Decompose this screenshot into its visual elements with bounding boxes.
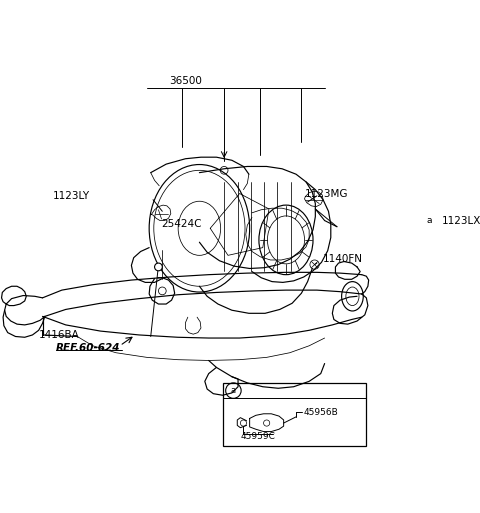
Text: 36500: 36500 <box>169 76 202 87</box>
Circle shape <box>155 263 162 271</box>
Text: 1416BA: 1416BA <box>39 330 79 340</box>
Text: 25424C: 25424C <box>161 220 201 229</box>
Text: 1123LX: 1123LX <box>442 215 480 226</box>
Text: 1123LY: 1123LY <box>52 191 90 201</box>
Text: a: a <box>231 386 236 395</box>
Text: REF.60-624: REF.60-624 <box>56 343 120 353</box>
Text: 45959C: 45959C <box>240 432 275 442</box>
Text: 45956B: 45956B <box>304 408 338 417</box>
Text: 1123MG: 1123MG <box>305 188 349 199</box>
Text: 1140FN: 1140FN <box>323 254 363 264</box>
Text: a: a <box>426 216 432 225</box>
